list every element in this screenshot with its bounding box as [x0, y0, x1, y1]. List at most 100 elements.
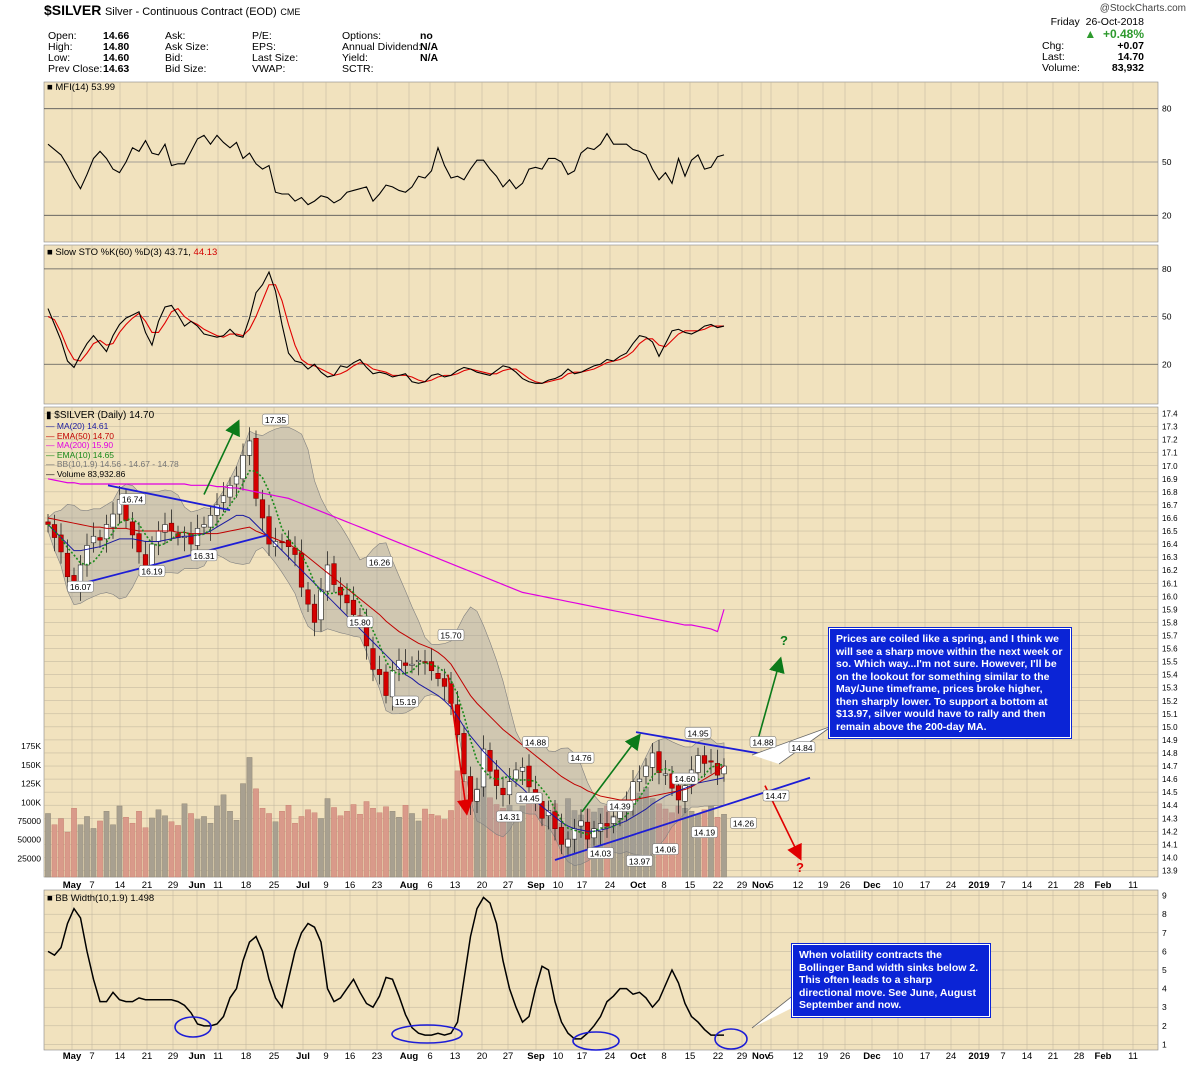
candle-body	[656, 751, 662, 773]
x-tick-label: 29	[737, 1051, 748, 1062]
x-tick-label: 18	[241, 1051, 252, 1062]
candle-body	[318, 589, 324, 621]
price-label: 16.19	[141, 567, 163, 577]
price-label-box	[749, 736, 777, 748]
x-tick-label: 21	[1048, 880, 1059, 891]
volume-bar	[389, 811, 396, 878]
candle-body	[324, 564, 331, 592]
x-tick-label: 14	[115, 880, 126, 891]
prev-close-label: Prev Close:	[48, 63, 103, 75]
x-tick-label: 9	[323, 880, 328, 891]
volume-bar	[688, 811, 695, 878]
bbw-y-label: 7	[1162, 928, 1167, 938]
day-label: Friday	[1050, 16, 1080, 28]
candle-body	[246, 440, 253, 456]
sctr-label: SCTR:	[342, 63, 374, 75]
candle-body	[155, 530, 162, 542]
x-tick-label: 20	[477, 880, 488, 891]
quote-mid2: P/E: EPS: Last Size: VWAP:	[252, 31, 298, 75]
volume-bar	[285, 805, 292, 878]
volume-y-label: 75000	[17, 816, 41, 826]
x-tick-label: 2019	[968, 880, 989, 891]
price-label-box	[366, 556, 393, 568]
price-y-label: 15.4	[1162, 671, 1178, 680]
x-tick-label: 11	[1128, 1051, 1138, 1062]
candle-body	[441, 678, 448, 687]
dividend-label: Annual Dividend:	[342, 41, 422, 53]
price-label-box	[119, 493, 146, 505]
candle-body	[201, 524, 207, 528]
x-tick-label: Aug	[400, 880, 419, 891]
candle-body	[474, 789, 480, 802]
x-tick-label: 14	[1022, 1051, 1033, 1062]
price-label-box	[567, 751, 595, 764]
bbw-y-label: 8	[1162, 909, 1167, 919]
price-label-box	[262, 413, 289, 426]
volume-bar	[376, 812, 383, 878]
price-legend: ▮ $SILVER (Daily) 14.70— MA(20) 14.61— E…	[46, 410, 179, 480]
price-label: 15.70	[440, 630, 462, 640]
price-label: 13.97	[629, 856, 651, 866]
volume-bar	[409, 813, 415, 878]
price-label-box	[346, 616, 374, 628]
question-up: ?	[780, 633, 788, 648]
x-tick-label: 17	[920, 1051, 931, 1062]
price-y-label: 14.8	[1162, 749, 1178, 758]
candle-body	[162, 524, 168, 533]
candle-body	[305, 589, 311, 605]
price-label: 14.45	[518, 794, 540, 804]
volume-bar	[487, 797, 493, 878]
legend-item: — MA(200) 15.90	[46, 440, 114, 451]
price-y-label: 16.0	[1162, 592, 1178, 601]
volume-bar	[649, 798, 656, 878]
x-tick-label: Jun	[189, 880, 206, 891]
bbw-annotation: When volatility contracts the Bollinger …	[792, 944, 990, 1017]
volume-bar	[58, 818, 64, 878]
price-y-label: 15.1	[1162, 710, 1178, 719]
price-label: 14.06	[655, 845, 677, 855]
price-y-label: 17.2	[1162, 436, 1178, 445]
price-label-box	[606, 800, 634, 812]
volume-bar	[454, 770, 461, 878]
candle-body	[526, 765, 532, 788]
price-y-label: 14.4	[1162, 801, 1178, 810]
price-label: 14.95	[687, 728, 709, 738]
trendline-support-spring	[67, 534, 269, 589]
volume-bar	[194, 819, 201, 878]
candle-body	[168, 522, 175, 532]
volume-bar	[168, 821, 175, 878]
x-tick-label: 29	[737, 880, 748, 891]
bbw-y-label: 9	[1162, 891, 1167, 901]
candle-body	[136, 533, 142, 553]
volume-bar	[714, 817, 721, 878]
x-tick-label: 11	[213, 880, 223, 891]
candle-body	[344, 594, 350, 604]
candle-body	[682, 785, 688, 802]
price-label-box	[190, 549, 218, 562]
candle-body	[97, 537, 103, 541]
x-tick-label: Jun	[189, 1051, 206, 1062]
volume-bar	[259, 808, 266, 878]
price-label-box	[138, 565, 166, 577]
price-label-box	[671, 772, 699, 785]
sto-title: ■ Slow STO %K(60) %D(3) 43.71, 44.13	[47, 247, 218, 258]
volume-bar	[428, 814, 435, 878]
price-y-label: 14.0	[1162, 853, 1178, 862]
candle-body	[194, 528, 201, 546]
x-tick-label: Nov	[752, 1051, 771, 1062]
volume-bar	[77, 824, 84, 878]
volume-bar	[396, 817, 402, 878]
candle-body	[370, 648, 376, 670]
low-label: Low:	[48, 52, 71, 64]
candle-body	[662, 773, 669, 776]
volume-bar	[175, 825, 181, 878]
x-tick-label: Sep	[527, 1051, 545, 1062]
volume-bar	[441, 819, 448, 878]
price-label: 17.35	[265, 415, 287, 425]
x-tick-label: 28	[1074, 1051, 1085, 1062]
x-tick-label: Jul	[296, 1051, 310, 1062]
bbw-y-label: 3	[1162, 1002, 1167, 1012]
price-y-label: 13.9	[1162, 866, 1178, 875]
x-tick-label: 6	[427, 880, 432, 891]
